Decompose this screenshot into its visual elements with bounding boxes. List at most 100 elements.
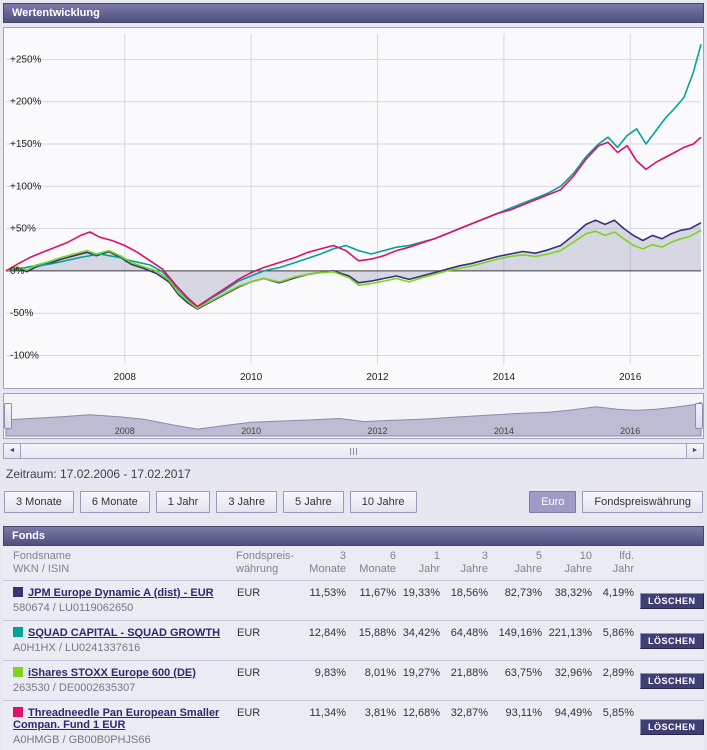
period-controls: 3 Monate 6 Monate 1 Jahr 3 Jahre 5 Jahre 10 J… <box>3 491 704 513</box>
svg-text:+100%: +100% <box>10 181 42 192</box>
series-color-swatch <box>13 587 23 597</box>
period-button-1-jahr[interactable]: 1 Jahr <box>155 491 211 513</box>
fund-actions-cell: LÖSCHEN <box>637 700 704 750</box>
fund-wkn-isin: A0H1HX / LU0241337616 <box>13 642 141 654</box>
fund-return-value: 18,56% <box>443 580 491 621</box>
scrollbar-thumb[interactable] <box>21 444 686 458</box>
svg-text:2014: 2014 <box>493 372 516 383</box>
svg-text:2016: 2016 <box>619 372 642 383</box>
column-header-5: 3 Jahre <box>460 550 488 575</box>
period-button-3-monate[interactable]: 3 Monate <box>4 491 74 513</box>
column-header-4: 1 Jahr <box>418 550 440 575</box>
fund-currency: EUR <box>233 620 293 661</box>
scrollbar-left-arrow-icon[interactable]: ◄ <box>4 444 21 458</box>
fund-name-cell: JPM Europe Dynamic A (dist) - EUR 580674 … <box>3 580 233 621</box>
fonds-table: Fondsname WKN / ISIN Fondspreis-währung 3 Mo… <box>3 546 704 750</box>
fund-return-value: 8,01% <box>349 660 399 701</box>
fund-return-value: 11,67% <box>349 580 399 621</box>
currency-fund-button[interactable]: Fondspreiswährung <box>582 491 703 513</box>
fund-return-value: 2,89% <box>595 660 637 701</box>
fund-return-value: 149,16% <box>491 620 545 661</box>
navigator-chart: 2008 2010 2012 2014 2016 <box>5 401 702 437</box>
scrollbar-grip-icon <box>353 447 354 455</box>
svg-text:2010: 2010 <box>241 426 261 436</box>
chart-scrollbar[interactable]: ◄ ► <box>3 443 704 459</box>
period-button-3-jahre[interactable]: 3 Jahre <box>216 491 278 513</box>
column-header-7: 10 Jahre <box>564 550 592 575</box>
fund-actions-cell: LÖSCHEN <box>637 620 704 661</box>
fund-name-cell: SQUAD CAPITAL - SQUAD GROWTH A0H1HX / LU0… <box>3 620 233 661</box>
fonds-table-body: JPM Europe Dynamic A (dist) - EUR 580674 … <box>3 580 704 750</box>
fund-return-value: 82,73% <box>491 580 545 621</box>
fund-return-value: 3,81% <box>349 700 399 750</box>
column-header-3: 6 Monate <box>359 550 396 575</box>
fund-currency: EUR <box>233 660 293 701</box>
column-header-actions <box>637 546 704 581</box>
svg-text:+50%: +50% <box>10 224 36 235</box>
column-header-2: 3 Monate <box>309 550 346 575</box>
fund-return-value: 21,88% <box>443 660 491 701</box>
period-button-5-jahre[interactable]: 5 Jahre <box>283 491 344 513</box>
column-header-6: 5 Jahre <box>514 550 542 575</box>
svg-text:+200%: +200% <box>10 97 42 108</box>
svg-text:0%: 0% <box>10 266 25 277</box>
scrollbar-grip-icon <box>356 447 357 455</box>
svg-text:2012: 2012 <box>367 426 387 436</box>
delete-fund-button[interactable]: LÖSCHEN <box>640 592 704 609</box>
scrollbar-right-arrow-icon[interactable]: ► <box>686 444 703 458</box>
fund-name-link[interactable]: Threadneedle Pan European Smaller Compan… <box>13 707 220 731</box>
fund-return-value: 12,68% <box>399 700 443 750</box>
fund-name-link[interactable]: SQUAD CAPITAL - SQUAD GROWTH <box>28 627 221 639</box>
fund-currency: EUR <box>233 700 293 750</box>
delete-fund-button[interactable]: LÖSCHEN <box>640 632 704 649</box>
svg-text:2016: 2016 <box>620 426 640 436</box>
fund-name-cell: Threadneedle Pan European Smaller Compan… <box>3 700 233 750</box>
column-header-0: Fondsname WKN / ISIN <box>13 550 72 575</box>
fund-return-value: 221,13% <box>545 620 595 661</box>
delete-fund-button[interactable]: LÖSCHEN <box>640 718 704 735</box>
fund-return-value: 5,85% <box>595 700 637 750</box>
navigator-left-handle[interactable] <box>4 403 12 429</box>
fund-actions-cell: LÖSCHEN <box>637 580 704 621</box>
fund-row: JPM Europe Dynamic A (dist) - EUR 580674 … <box>3 580 704 621</box>
period-button-6-monate[interactable]: 6 Monate <box>79 491 150 513</box>
fund-row: SQUAD CAPITAL - SQUAD GROWTH A0H1HX / LU0… <box>3 620 704 661</box>
fund-name-link[interactable]: JPM Europe Dynamic A (dist) - EUR <box>28 587 214 599</box>
fund-return-value: 93,11% <box>491 700 545 750</box>
delete-fund-button[interactable]: LÖSCHEN <box>640 672 704 689</box>
series-color-swatch <box>13 627 23 637</box>
fund-actions-cell: LÖSCHEN <box>637 660 704 701</box>
fund-return-value: 19,33% <box>399 580 443 621</box>
timeframe-label: Zeitraum: 17.02.2006 - 17.02.2017 <box>6 467 191 481</box>
fund-return-value: 34,42% <box>399 620 443 661</box>
navigator-right-handle[interactable] <box>695 403 703 429</box>
fund-name-link[interactable]: iShares STOXX Europe 600 (DE) <box>28 667 196 679</box>
fund-return-value: 64,48% <box>443 620 491 661</box>
fund-return-value: 9,83% <box>293 660 349 701</box>
column-header-8: lfd. Jahr <box>612 550 634 575</box>
svg-text:-100%: -100% <box>10 351 39 362</box>
period-button-10-jahre[interactable]: 10 Jahre <box>349 491 417 513</box>
svg-text:-50%: -50% <box>10 308 33 319</box>
svg-text:2014: 2014 <box>494 426 514 436</box>
table-header-row: Fondsname WKN / ISIN Fondspreis-währung 3 Mo… <box>3 546 704 581</box>
section-title: Wertentwicklung <box>12 7 100 19</box>
fund-return-value: 32,87% <box>443 700 491 750</box>
fund-return-value: 5,86% <box>595 620 637 661</box>
fund-row: Threadneedle Pan European Smaller Compan… <box>3 700 704 750</box>
fonds-section-title: Fonds <box>12 530 45 542</box>
fund-row: iShares STOXX Europe 600 (DE) 263530 / DE… <box>3 660 704 701</box>
performance-chart-panel: +250% +200% +150% +100% +50% 0% -50% -100% 2008 2… <box>3 27 704 389</box>
fund-return-value: 38,32% <box>545 580 595 621</box>
fund-return-value: 4,19% <box>595 580 637 621</box>
svg-text:+150%: +150% <box>10 139 42 150</box>
currency-euro-button[interactable]: Euro <box>529 491 577 513</box>
fund-name-cell: iShares STOXX Europe 600 (DE) 263530 / DE… <box>3 660 233 701</box>
fund-wkn-isin: 263530 / DE0002635307 <box>13 682 136 694</box>
section-title-bar: Wertentwicklung <box>3 3 704 23</box>
fund-return-value: 19,27% <box>399 660 443 701</box>
svg-text:2012: 2012 <box>366 372 389 383</box>
fund-return-value: 11,53% <box>293 580 349 621</box>
fund-return-value: 63,75% <box>491 660 545 701</box>
